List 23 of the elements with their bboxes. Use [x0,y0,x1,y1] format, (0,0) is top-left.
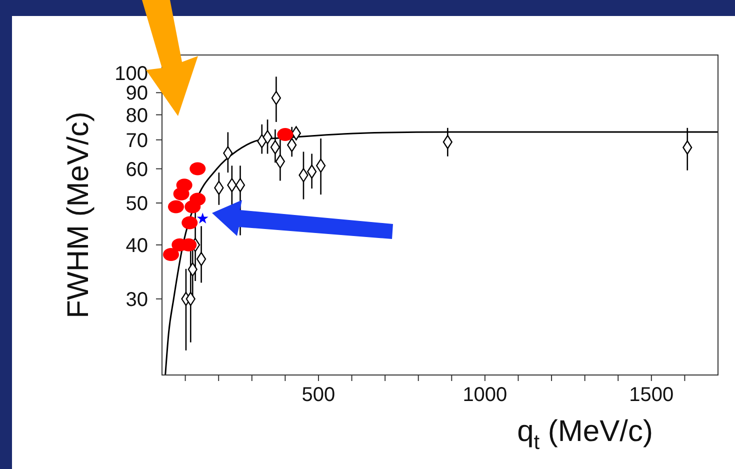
point [196,252,206,266]
y-tick-label: 40 [126,234,148,257]
point [235,178,246,192]
x-tick-label: 1500 [629,384,674,406]
point [190,162,206,176]
x-axis-title: q$_{t}$ (MeV/c) [517,415,653,454]
y-tick-label: 30 [126,288,148,311]
point [190,192,206,206]
point [168,200,184,214]
x-tick-label: 1000 [462,384,508,406]
y-tick-label: 50 [126,193,148,215]
point [176,178,192,192]
y-tick-label: 90 [126,82,148,105]
y-tick-label: 70 [126,130,148,152]
x-tick-label: 500 [302,384,336,406]
y-tick-label: 60 [126,158,148,181]
y-tick-label: 100 [114,62,148,85]
y-axis-title: FWHM (MeV/c) [62,112,95,318]
point [182,216,198,230]
point [162,248,179,262]
point [196,212,208,224]
point [277,128,294,142]
y-tick-label: 80 [126,104,148,127]
